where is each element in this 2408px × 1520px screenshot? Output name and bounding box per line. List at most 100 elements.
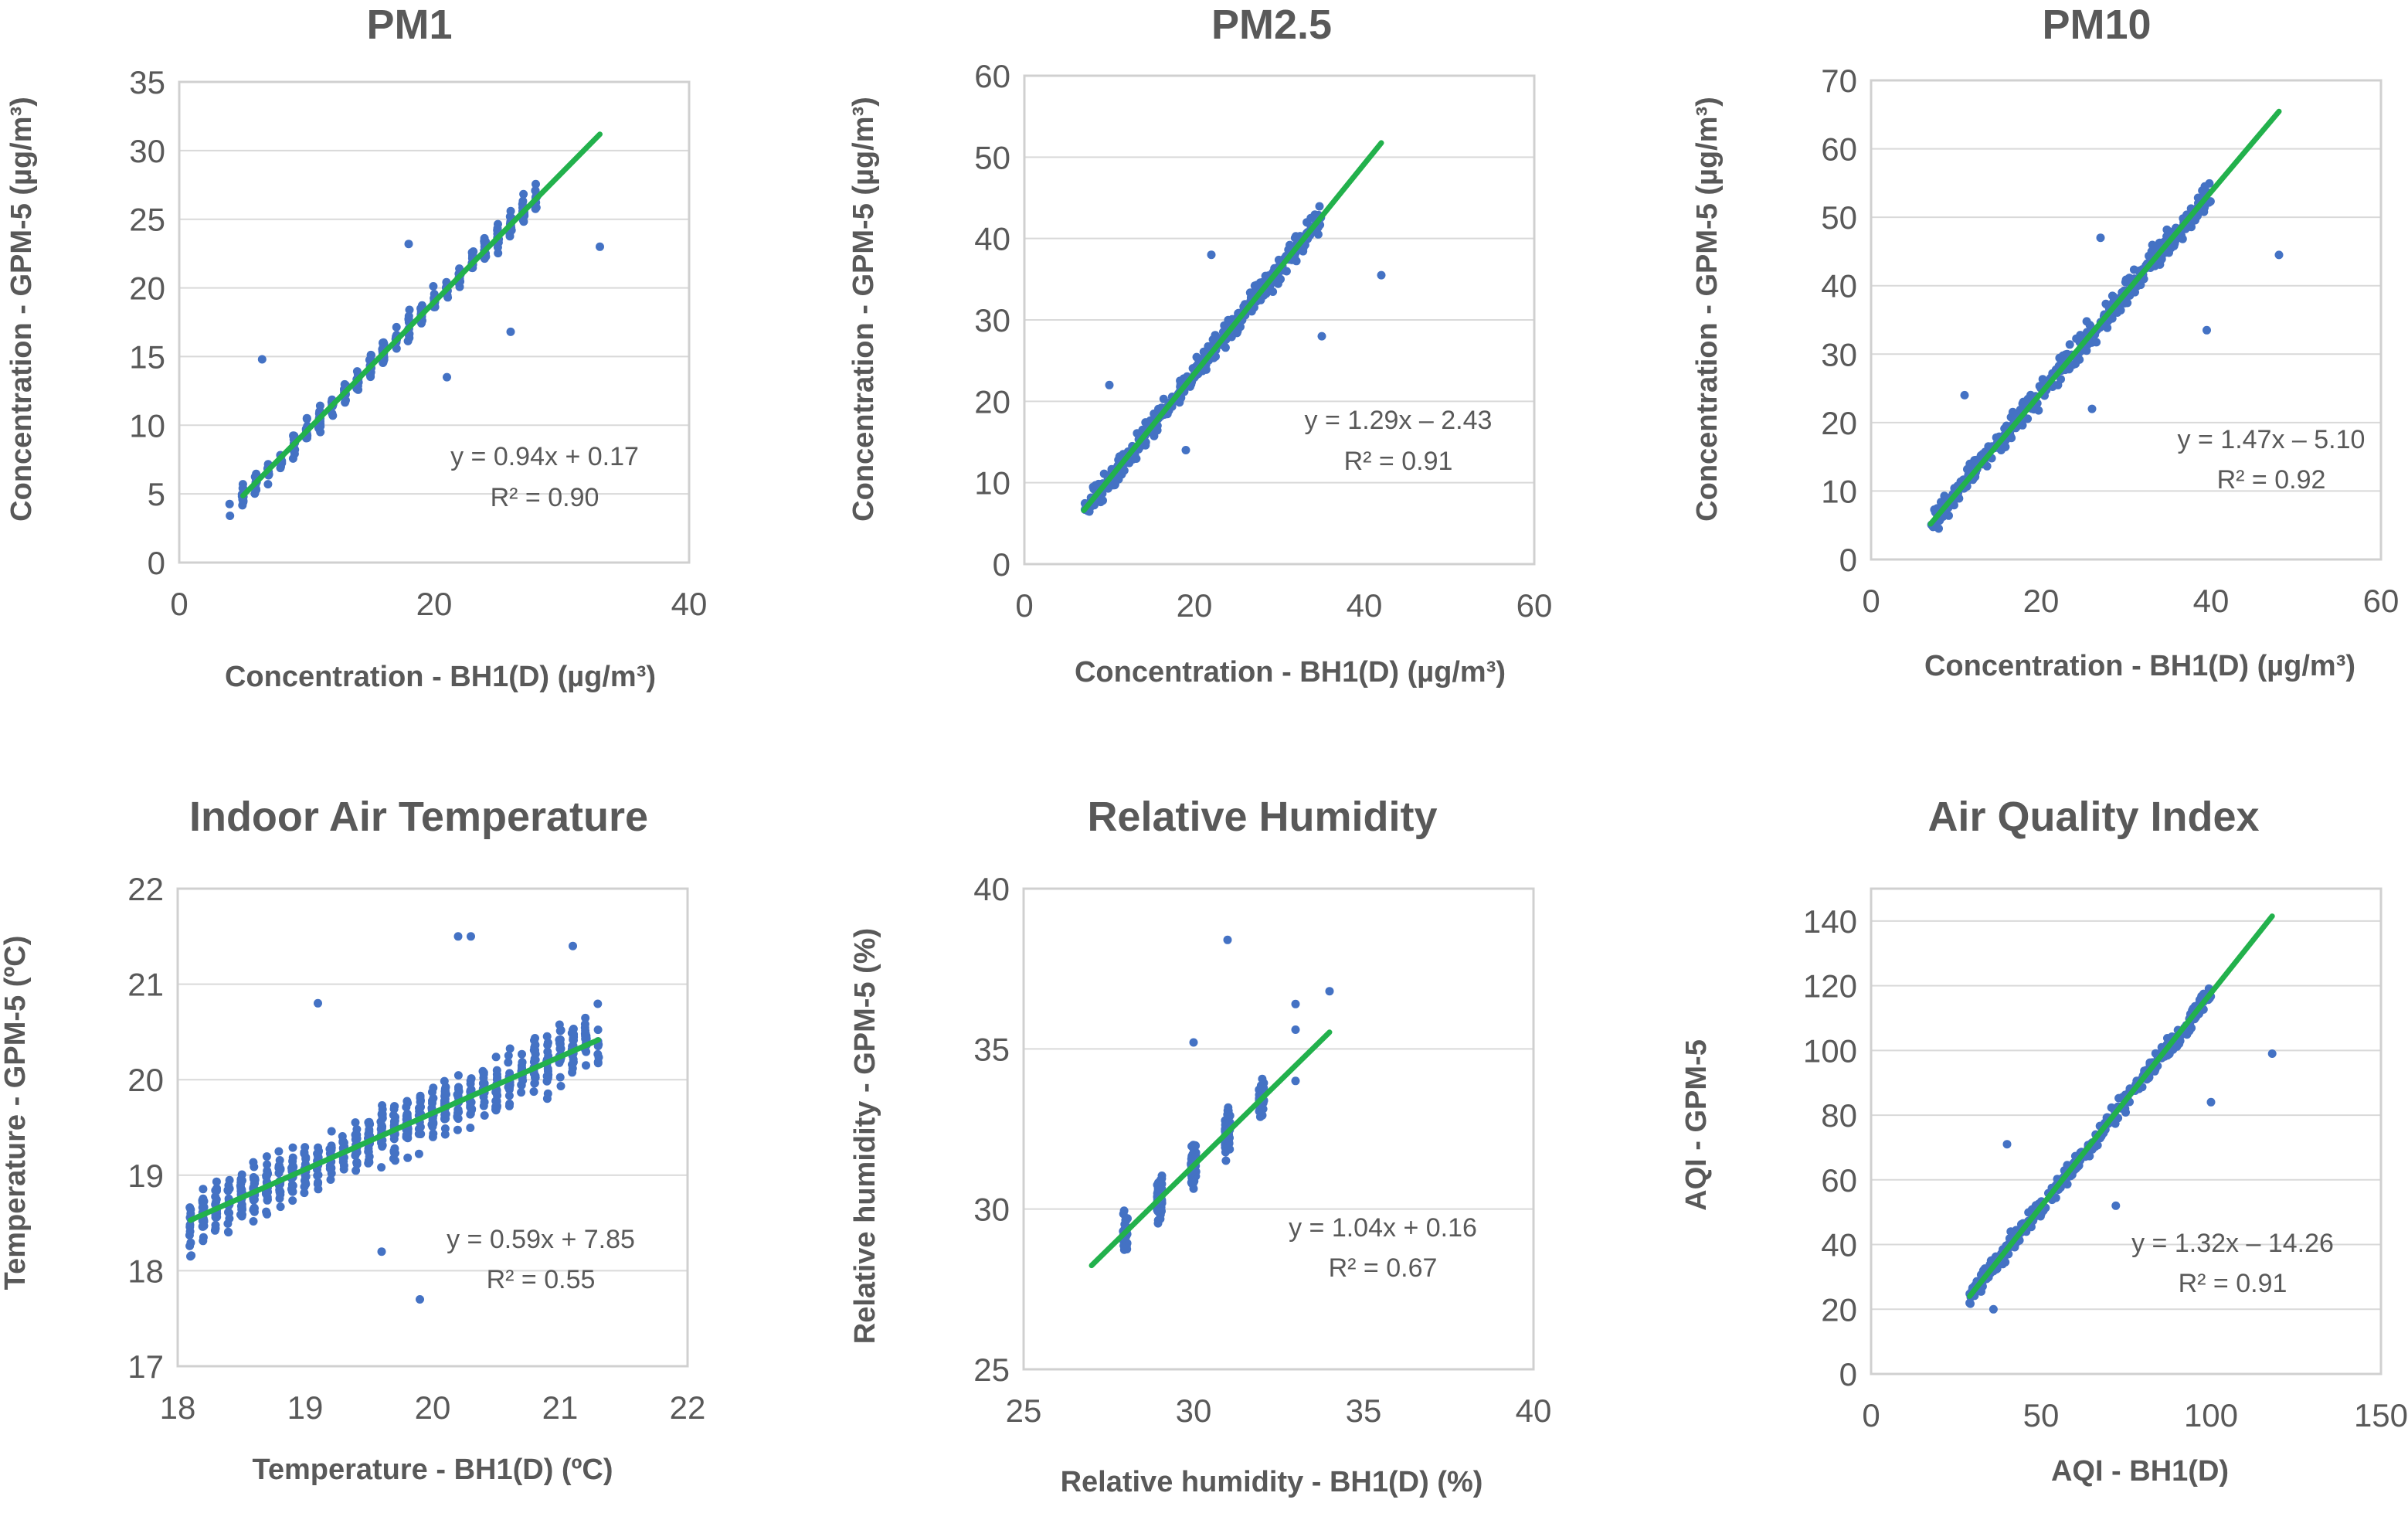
r-squared-label: R² = 0.92 (2217, 465, 2326, 495)
data-point (314, 1143, 323, 1152)
data-point (1223, 1110, 1232, 1119)
data-point (2107, 1103, 2116, 1112)
data-point (442, 1090, 450, 1099)
data-point (1189, 1141, 1198, 1150)
data-point (1274, 255, 1283, 264)
plot-area (1870, 887, 2383, 1375)
data-point (569, 1035, 578, 1044)
data-point (2267, 1049, 2277, 1058)
data-point (2056, 375, 2065, 384)
scatter-panel-5: Relative Humidity 25 30 35 40 25 30 35 40 Relativ… (849, 794, 1551, 1498)
y-tick-label: 120 (1803, 968, 1857, 1005)
data-point (1192, 352, 1201, 362)
x-tick-label: 0 (1862, 1397, 1880, 1433)
data-point (301, 1153, 311, 1162)
y-tick-label: 60 (1821, 131, 1857, 168)
chart-title: PM10 (2042, 2, 2151, 48)
data-point (1153, 1216, 1163, 1225)
y-tick-label: 40 (1821, 268, 1857, 304)
data-point (453, 1125, 462, 1134)
data-point (429, 282, 438, 291)
x-axis-label: Concentration - BH1(D) (µg/m³) (225, 661, 656, 693)
data-point (300, 1188, 309, 1198)
data-point (288, 1143, 297, 1152)
trendline-equation: y = 1.32x – 14.26 (2131, 1229, 2334, 1258)
y-tick-label: 17 (127, 1348, 164, 1385)
data-point (223, 1186, 233, 1195)
data-point (467, 932, 475, 941)
data-point (492, 1097, 501, 1106)
y-tick-label: 30 (129, 133, 165, 169)
y-axis-label: AQI - GPM-5 (1680, 1039, 1713, 1211)
data-point (453, 1090, 462, 1099)
x-tick-label: 40 (1516, 1392, 1552, 1429)
data-point (491, 1052, 501, 1062)
x-tick-label: 100 (2184, 1397, 2238, 1433)
data-point (263, 1160, 272, 1169)
data-point (2085, 1151, 2094, 1161)
r-squared-label: R² = 0.55 (487, 1265, 596, 1294)
data-point (2177, 233, 2186, 243)
y-axis-label: Concentration - GPM-5 (µg/m³) (847, 97, 880, 522)
data-point (517, 1080, 526, 1090)
data-point (2203, 325, 2211, 335)
x-axis-label: AQI - BH1(D) (2051, 1455, 2229, 1488)
data-point (569, 941, 577, 950)
data-point (186, 1252, 195, 1261)
data-point (1224, 315, 1233, 325)
data-point (328, 409, 337, 418)
data-point (257, 355, 267, 364)
data-point (479, 1069, 488, 1079)
data-point (517, 1088, 526, 1097)
data-point (1105, 380, 1114, 389)
x-tick-label: 20 (2023, 583, 2060, 619)
data-point (186, 1238, 195, 1247)
data-point (274, 1147, 284, 1156)
data-point (480, 236, 489, 246)
data-point (352, 367, 362, 376)
data-point (366, 350, 375, 359)
data-point (416, 1130, 426, 1138)
data-point (466, 1124, 475, 1132)
data-point (2001, 442, 2010, 451)
y-tick-label: 140 (1803, 903, 1857, 940)
plot-area (1023, 74, 1536, 566)
data-point (302, 414, 311, 423)
data-point (2121, 277, 2130, 287)
data-point (365, 1117, 374, 1127)
data-point (593, 1025, 603, 1035)
data-point (1966, 1299, 1975, 1308)
data-point (568, 1060, 576, 1069)
data-point (225, 1214, 234, 1223)
x-tick-label: 150 (2354, 1397, 2408, 1433)
data-point (263, 1195, 272, 1205)
data-point (1122, 1245, 1132, 1253)
data-point (429, 1083, 438, 1093)
data-point (530, 1035, 538, 1045)
data-point (480, 1097, 489, 1107)
chart-title: PM1 (366, 2, 452, 48)
x-tick-label: 60 (2363, 583, 2400, 619)
data-point (389, 1148, 399, 1157)
data-point (1189, 1038, 1198, 1047)
data-point (379, 338, 387, 348)
r-squared-label: R² = 0.90 (491, 483, 599, 512)
data-point (1273, 279, 1282, 288)
scatter-panel-1: PM1 0 5 10 15 20 25 30 35 0 20 40 Concentration - BH… (5, 2, 707, 693)
data-point (288, 1153, 297, 1162)
data-point (428, 1097, 436, 1105)
trendline (240, 131, 603, 498)
data-point (1291, 1076, 1300, 1086)
data-point (339, 1161, 348, 1170)
data-point (185, 1220, 195, 1229)
data-point (263, 480, 273, 489)
data-point (288, 1187, 297, 1196)
data-point (237, 1202, 246, 1212)
data-point (1110, 481, 1119, 490)
data-point (212, 1177, 221, 1186)
data-point (211, 1224, 220, 1233)
data-point (1317, 332, 1326, 341)
data-point (1221, 1156, 1231, 1165)
data-point (351, 1131, 360, 1139)
data-point (2026, 390, 2035, 400)
